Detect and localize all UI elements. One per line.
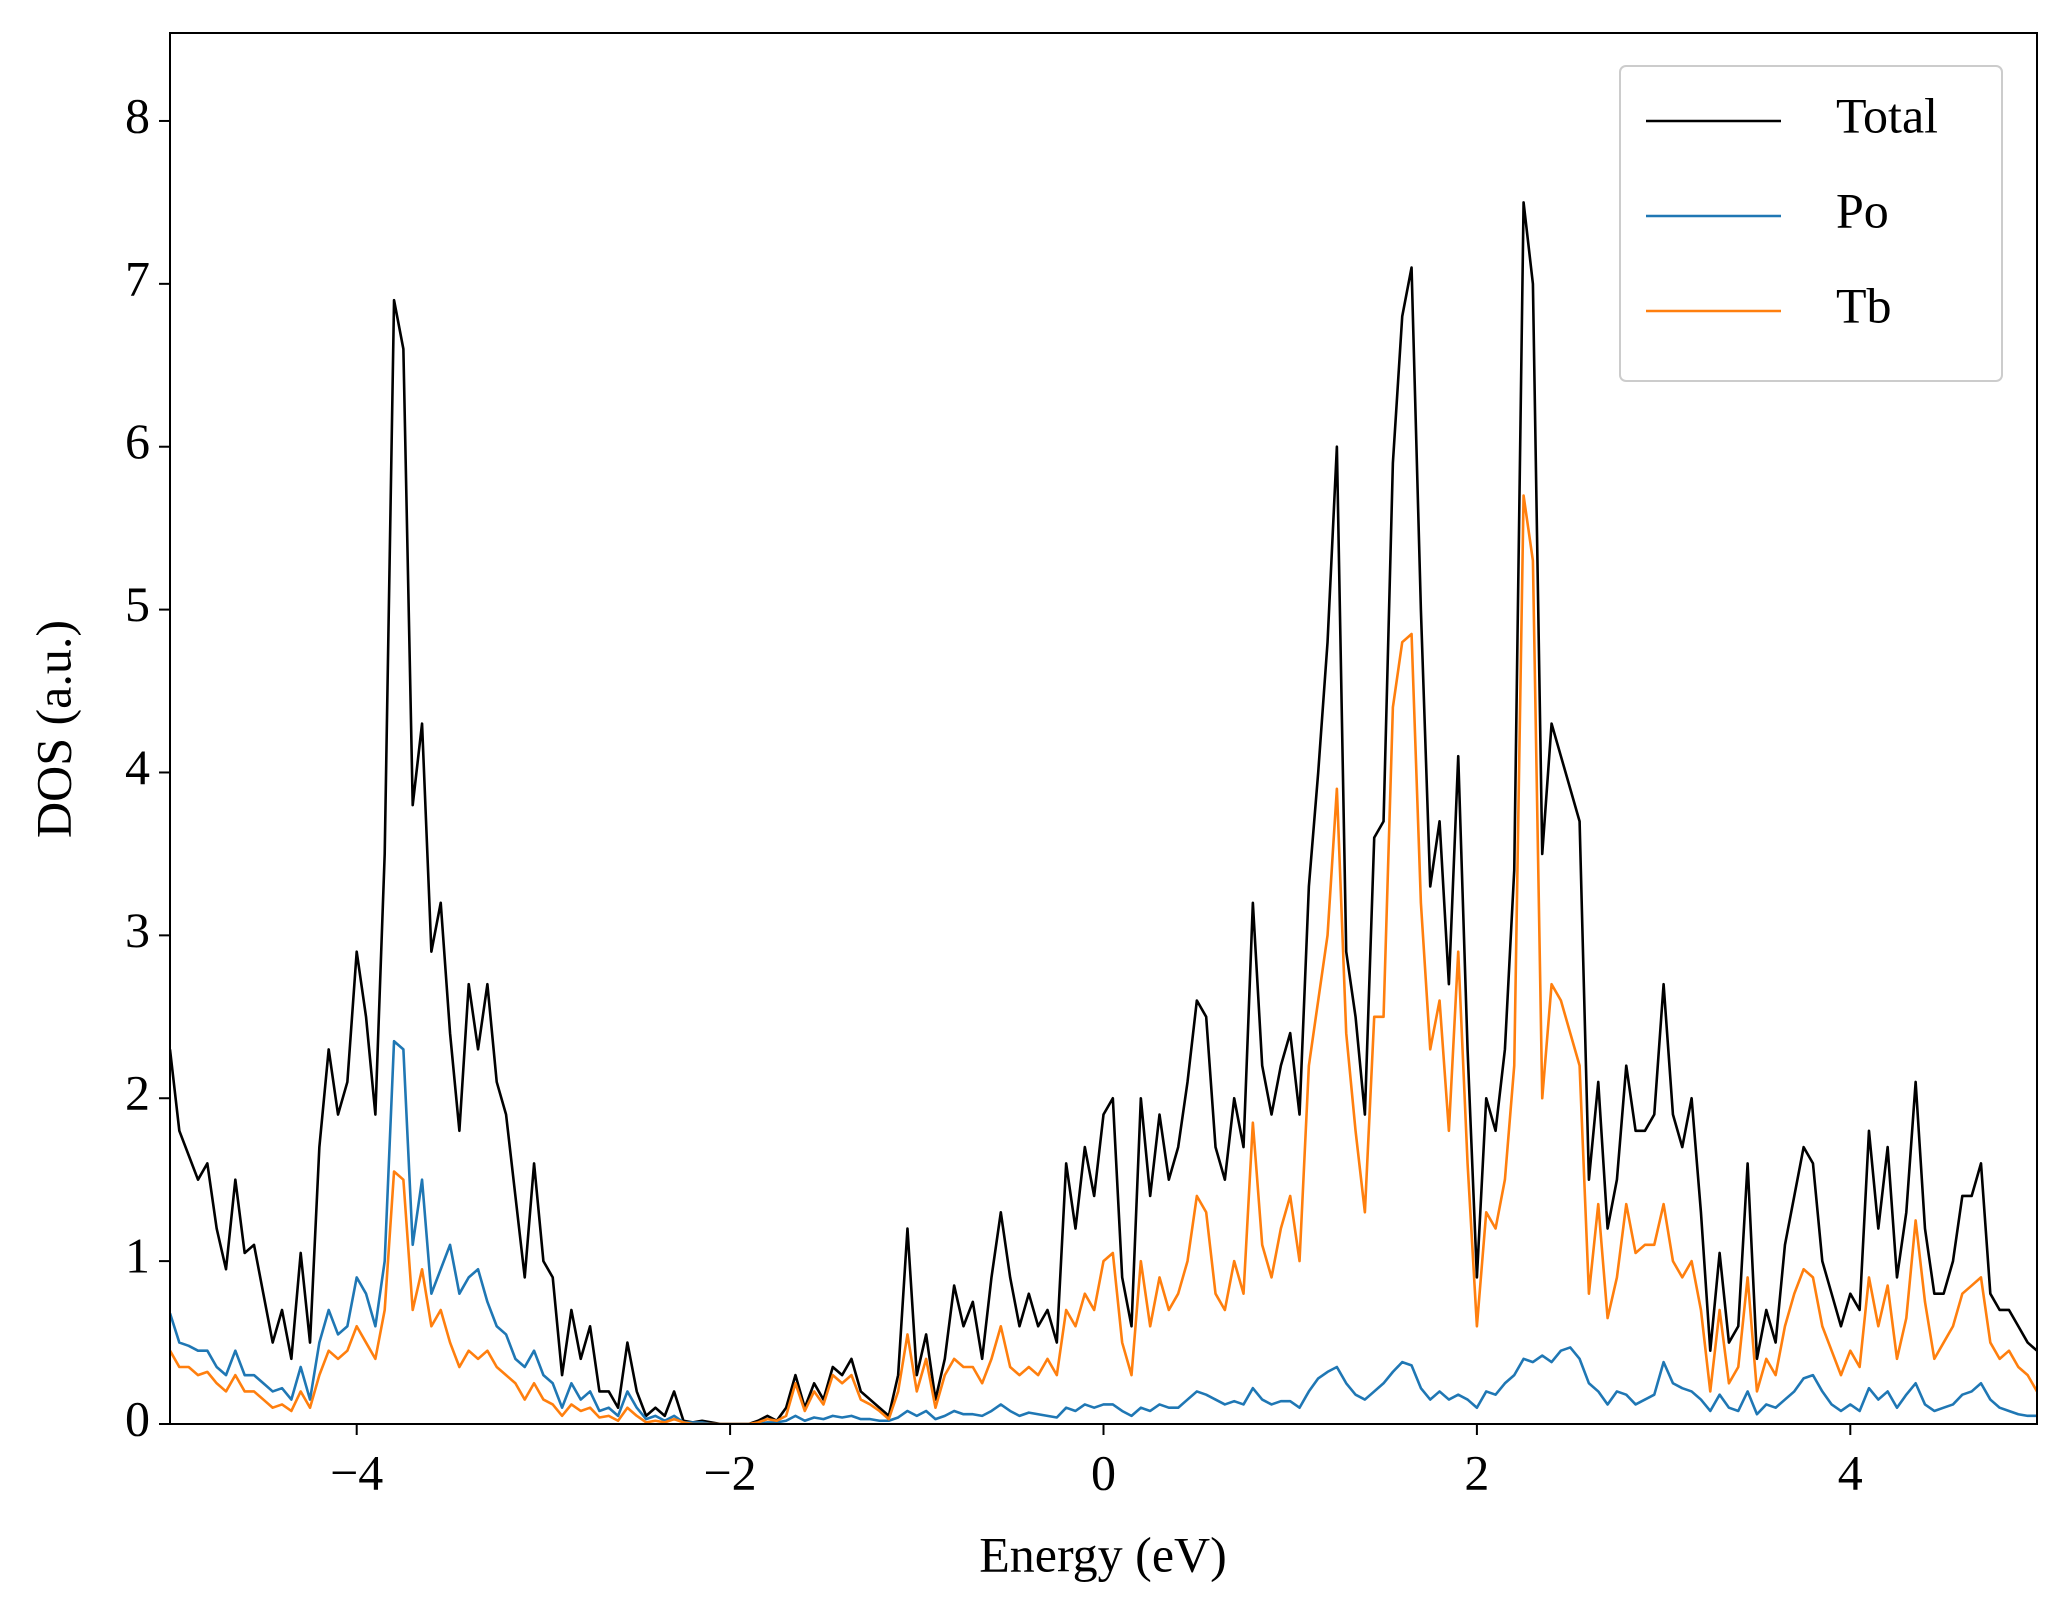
x-axis-label: Energy (eV) (979, 1526, 1227, 1582)
legend: Total Po Tb (1619, 65, 2003, 382)
y-tick-label: 7 (125, 250, 150, 306)
y-tick-label: 4 (125, 739, 150, 795)
y-tick-label: 6 (125, 413, 150, 469)
line (170, 1039, 2037, 1424)
legend-label: Tb (1836, 277, 1892, 333)
series (170, 494, 2037, 1424)
y-tick-label: 1 (125, 1228, 150, 1284)
y-tick-label: 5 (125, 576, 150, 632)
x-tick-label: −4 (330, 1444, 383, 1500)
y-tick-label: 2 (125, 1065, 150, 1121)
plot-frame (169, 32, 2038, 1425)
y-tick-label: 3 (125, 902, 150, 958)
x-tick-label: −2 (703, 1444, 756, 1500)
x-tick-label: 2 (1464, 1444, 1489, 1500)
y-tick-label: 8 (125, 87, 150, 143)
series (170, 1039, 2037, 1424)
series (170, 201, 2037, 1424)
x-tick-label: 0 (1091, 1444, 1116, 1500)
line (170, 201, 2037, 1424)
line (170, 494, 2037, 1424)
y-axis-label: DOS (a.u.) (25, 620, 81, 838)
legend-label: Total (1836, 87, 1938, 143)
x-tick-label: 4 (1838, 1444, 1863, 1500)
legend-box (1619, 65, 2003, 382)
legend-label: Po (1836, 182, 1889, 238)
y-tick-label: 0 (125, 1390, 150, 1446)
